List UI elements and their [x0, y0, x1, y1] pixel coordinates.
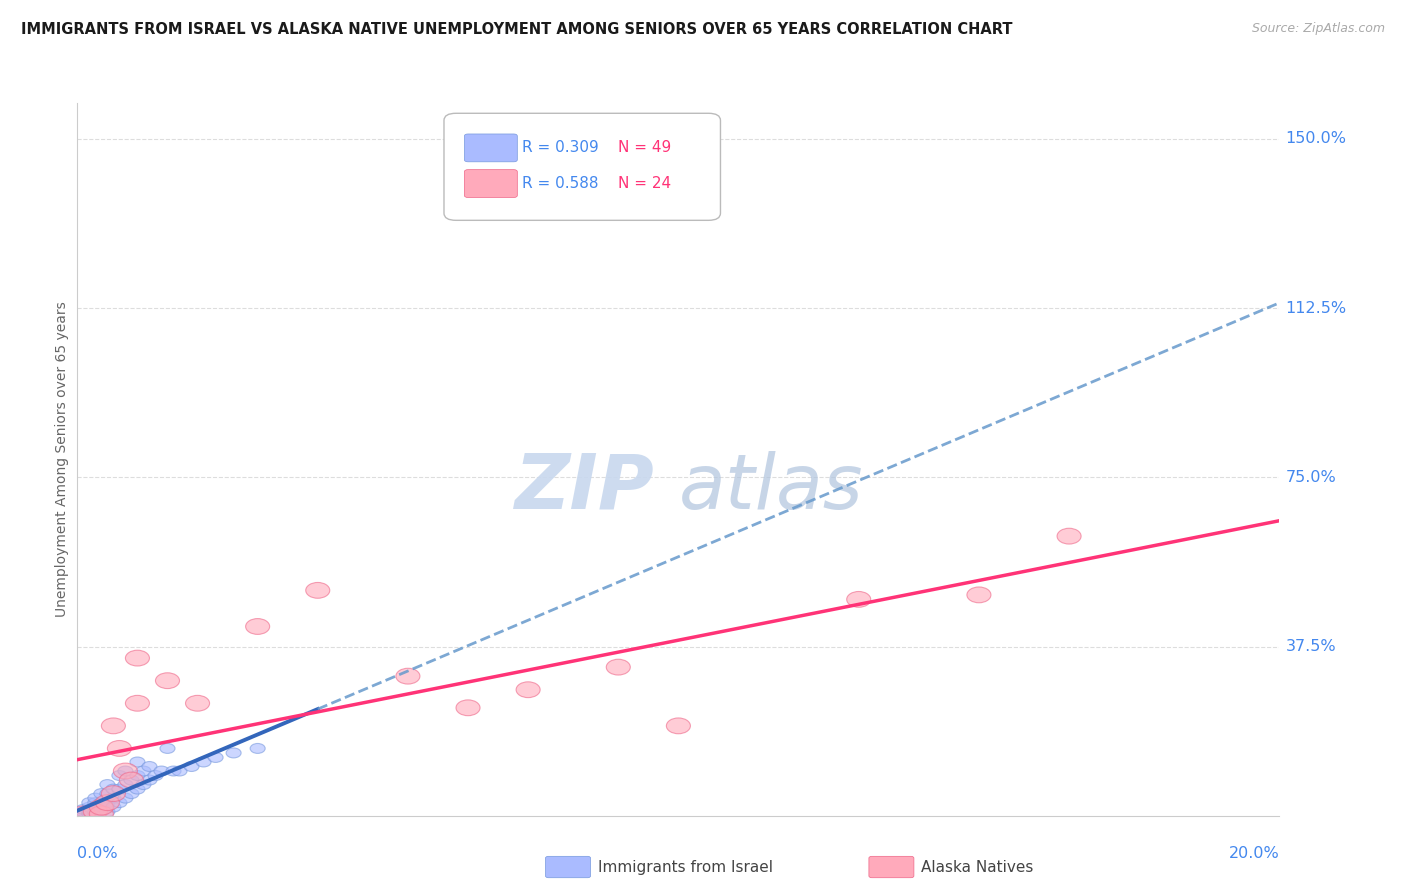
Text: 37.5%: 37.5%	[1285, 640, 1336, 655]
Ellipse shape	[129, 784, 145, 794]
Ellipse shape	[94, 789, 108, 798]
Text: 20.0%: 20.0%	[1229, 846, 1279, 861]
Ellipse shape	[112, 797, 127, 807]
Ellipse shape	[155, 766, 169, 776]
Ellipse shape	[112, 771, 127, 780]
Ellipse shape	[100, 802, 115, 812]
Text: N = 49: N = 49	[619, 140, 672, 155]
Text: Source: ZipAtlas.com: Source: ZipAtlas.com	[1251, 22, 1385, 36]
Ellipse shape	[105, 802, 121, 812]
Ellipse shape	[142, 762, 157, 772]
Ellipse shape	[101, 718, 125, 734]
Ellipse shape	[94, 806, 108, 817]
Ellipse shape	[82, 802, 97, 812]
Ellipse shape	[100, 780, 115, 789]
Ellipse shape	[83, 804, 107, 820]
Ellipse shape	[87, 809, 103, 819]
Ellipse shape	[226, 748, 240, 758]
Ellipse shape	[195, 757, 211, 767]
Ellipse shape	[87, 802, 103, 812]
Ellipse shape	[456, 700, 479, 715]
Ellipse shape	[94, 802, 108, 812]
Ellipse shape	[846, 591, 870, 607]
Ellipse shape	[82, 806, 97, 817]
Ellipse shape	[101, 786, 125, 802]
Ellipse shape	[87, 806, 103, 817]
Ellipse shape	[112, 784, 127, 794]
FancyBboxPatch shape	[464, 134, 517, 161]
Ellipse shape	[96, 795, 120, 811]
Ellipse shape	[166, 766, 181, 776]
Ellipse shape	[72, 806, 96, 822]
Ellipse shape	[129, 771, 145, 780]
Text: R = 0.588: R = 0.588	[522, 176, 599, 191]
Ellipse shape	[87, 797, 103, 807]
FancyBboxPatch shape	[464, 169, 517, 197]
Ellipse shape	[250, 743, 266, 754]
Ellipse shape	[118, 793, 134, 803]
Ellipse shape	[208, 753, 224, 763]
Ellipse shape	[1057, 528, 1081, 544]
Text: IMMIGRANTS FROM ISRAEL VS ALASKA NATIVE UNEMPLOYMENT AMONG SENIORS OVER 65 YEARS: IMMIGRANTS FROM ISRAEL VS ALASKA NATIVE …	[21, 22, 1012, 37]
Ellipse shape	[666, 718, 690, 734]
Ellipse shape	[124, 775, 139, 785]
Text: R = 0.309: R = 0.309	[522, 140, 599, 155]
Ellipse shape	[118, 766, 134, 776]
Text: 0.0%: 0.0%	[77, 846, 118, 861]
Ellipse shape	[156, 673, 180, 689]
Ellipse shape	[136, 780, 150, 789]
Ellipse shape	[125, 650, 149, 666]
Text: N = 24: N = 24	[619, 176, 672, 191]
Ellipse shape	[87, 793, 103, 803]
Text: 75.0%: 75.0%	[1285, 470, 1336, 485]
Ellipse shape	[160, 743, 174, 754]
Ellipse shape	[105, 793, 121, 803]
Ellipse shape	[184, 762, 200, 772]
Text: 150.0%: 150.0%	[1285, 131, 1347, 146]
Ellipse shape	[100, 789, 115, 798]
Text: ZIP: ZIP	[515, 451, 654, 524]
Ellipse shape	[100, 806, 115, 817]
Ellipse shape	[396, 668, 420, 684]
Ellipse shape	[148, 771, 163, 780]
Ellipse shape	[100, 797, 115, 807]
FancyBboxPatch shape	[444, 113, 720, 220]
Ellipse shape	[90, 806, 114, 822]
Text: Alaska Natives: Alaska Natives	[921, 860, 1033, 874]
Y-axis label: Unemployment Among Seniors over 65 years: Unemployment Among Seniors over 65 years	[55, 301, 69, 617]
Ellipse shape	[305, 582, 330, 599]
Ellipse shape	[125, 696, 149, 711]
Text: Immigrants from Israel: Immigrants from Israel	[598, 860, 772, 874]
Ellipse shape	[76, 805, 91, 814]
Ellipse shape	[172, 766, 187, 776]
Ellipse shape	[76, 809, 91, 819]
Ellipse shape	[94, 797, 108, 807]
Ellipse shape	[118, 780, 134, 789]
Ellipse shape	[124, 789, 139, 798]
Ellipse shape	[136, 766, 150, 776]
Text: 112.5%: 112.5%	[1285, 301, 1347, 316]
Ellipse shape	[246, 618, 270, 634]
Ellipse shape	[186, 696, 209, 711]
Ellipse shape	[120, 772, 143, 788]
Ellipse shape	[82, 809, 97, 819]
Ellipse shape	[76, 806, 91, 817]
Ellipse shape	[129, 757, 145, 767]
Ellipse shape	[82, 797, 97, 807]
Ellipse shape	[606, 659, 630, 675]
Ellipse shape	[107, 740, 131, 756]
Ellipse shape	[142, 775, 157, 785]
Text: atlas: atlas	[679, 451, 863, 524]
Ellipse shape	[105, 784, 121, 794]
Ellipse shape	[967, 587, 991, 603]
Ellipse shape	[90, 799, 114, 815]
Ellipse shape	[114, 764, 138, 779]
Ellipse shape	[516, 681, 540, 698]
